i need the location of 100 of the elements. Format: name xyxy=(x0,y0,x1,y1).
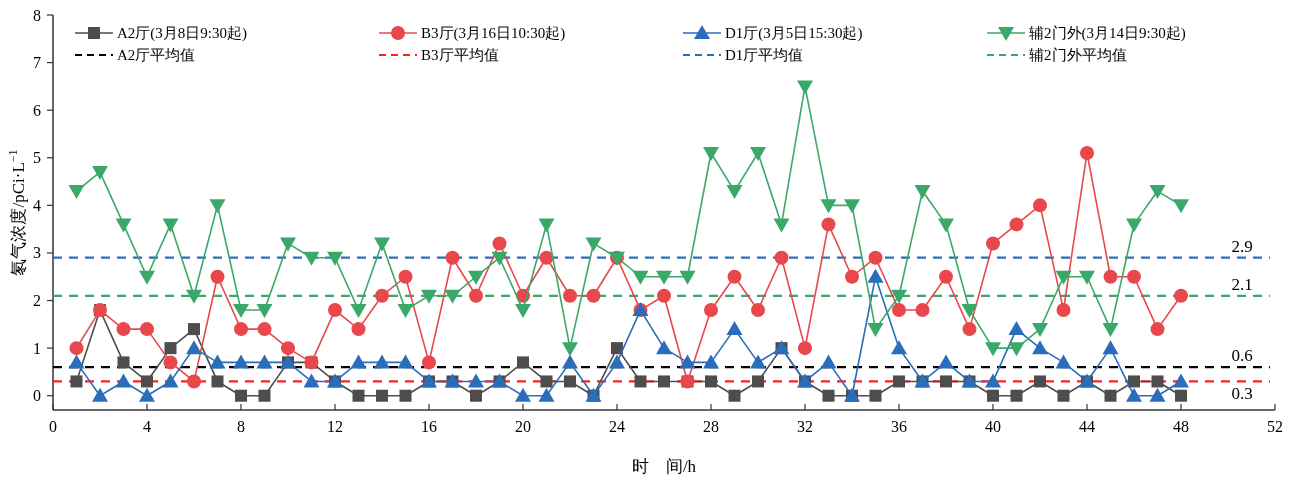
point xyxy=(374,237,390,252)
point xyxy=(657,288,671,303)
point xyxy=(961,304,978,319)
point xyxy=(352,389,365,402)
point xyxy=(1055,270,1072,285)
point xyxy=(70,375,83,388)
x-tick-label: 48 xyxy=(1173,418,1189,435)
point xyxy=(141,375,153,388)
point xyxy=(397,354,414,369)
point xyxy=(1034,375,1046,388)
point xyxy=(374,354,390,369)
point xyxy=(914,185,931,200)
point xyxy=(470,389,482,402)
point xyxy=(634,375,647,388)
point xyxy=(1149,387,1166,402)
point xyxy=(517,356,529,369)
point xyxy=(867,323,884,338)
point xyxy=(892,303,906,318)
point xyxy=(539,250,554,265)
x-tick-label: 28 xyxy=(703,418,719,435)
point xyxy=(586,288,601,303)
legend-label: B3厅平均值 xyxy=(421,47,499,63)
point xyxy=(256,354,273,369)
point xyxy=(750,147,766,162)
point xyxy=(1149,185,1166,200)
point xyxy=(985,342,1001,357)
point xyxy=(986,236,1000,251)
point xyxy=(1150,322,1165,337)
x-tick-label: 0 xyxy=(49,418,57,435)
point xyxy=(1010,389,1023,402)
legend-label: A2厅平均值 xyxy=(117,47,196,63)
point xyxy=(492,236,507,251)
point xyxy=(940,375,952,388)
point xyxy=(469,288,483,303)
point xyxy=(1102,323,1119,338)
x-tick-label: 12 xyxy=(327,418,343,435)
point xyxy=(162,373,179,388)
point xyxy=(68,354,85,369)
x-tick-label: 4 xyxy=(143,418,151,435)
point xyxy=(1079,270,1095,285)
point xyxy=(752,375,764,388)
legend-label: 辅2门外平均值 xyxy=(1029,47,1127,63)
point xyxy=(751,303,765,318)
point xyxy=(820,354,837,369)
point xyxy=(611,342,623,355)
point xyxy=(1055,354,1072,369)
point xyxy=(726,185,743,200)
point xyxy=(1128,375,1140,388)
point xyxy=(1104,389,1117,402)
legend-label: 辅2门外(3月14日9:30起) xyxy=(1029,25,1186,42)
point xyxy=(987,389,999,402)
y-tick-label: 6 xyxy=(33,101,41,119)
point xyxy=(1008,321,1025,336)
point xyxy=(164,342,177,355)
point xyxy=(115,373,132,388)
point xyxy=(328,303,342,318)
annotation: 2.9 xyxy=(1231,236,1253,256)
point xyxy=(281,341,295,356)
y-tick-label: 1 xyxy=(33,339,41,357)
x-tick-label: 24 xyxy=(609,418,625,435)
point xyxy=(468,270,484,285)
point xyxy=(303,373,320,388)
point xyxy=(422,355,436,370)
point xyxy=(1127,269,1141,284)
point xyxy=(186,289,202,304)
point xyxy=(845,269,859,284)
point xyxy=(798,341,812,356)
point xyxy=(867,268,884,283)
point xyxy=(891,340,907,355)
point xyxy=(1126,387,1142,402)
point xyxy=(1102,340,1119,355)
point xyxy=(774,250,789,265)
point xyxy=(115,218,132,233)
point xyxy=(1008,342,1025,357)
annotation: 2.1 xyxy=(1231,274,1253,294)
point xyxy=(822,389,835,402)
point xyxy=(938,218,954,233)
legend-label: A2厅(3月8日9:30起) xyxy=(117,25,247,42)
point xyxy=(398,269,413,284)
point xyxy=(1056,303,1071,318)
point xyxy=(1173,373,1189,388)
point xyxy=(327,251,343,266)
legend-label: D1厅平均值 xyxy=(725,47,804,63)
point xyxy=(163,355,178,370)
legend-label: B3厅(3月16日10:30起) xyxy=(421,25,566,42)
point xyxy=(515,387,531,402)
point xyxy=(186,340,202,355)
point xyxy=(844,199,860,214)
point xyxy=(538,387,555,402)
point xyxy=(656,270,672,285)
point xyxy=(421,289,437,304)
x-axis-title: 时 间/h xyxy=(631,457,697,476)
point xyxy=(258,389,271,402)
point xyxy=(1174,288,1188,303)
point xyxy=(704,303,718,318)
point xyxy=(376,389,388,402)
x-tick-label: 16 xyxy=(421,418,437,435)
point xyxy=(162,218,179,233)
point xyxy=(679,354,696,369)
point xyxy=(985,373,1001,388)
